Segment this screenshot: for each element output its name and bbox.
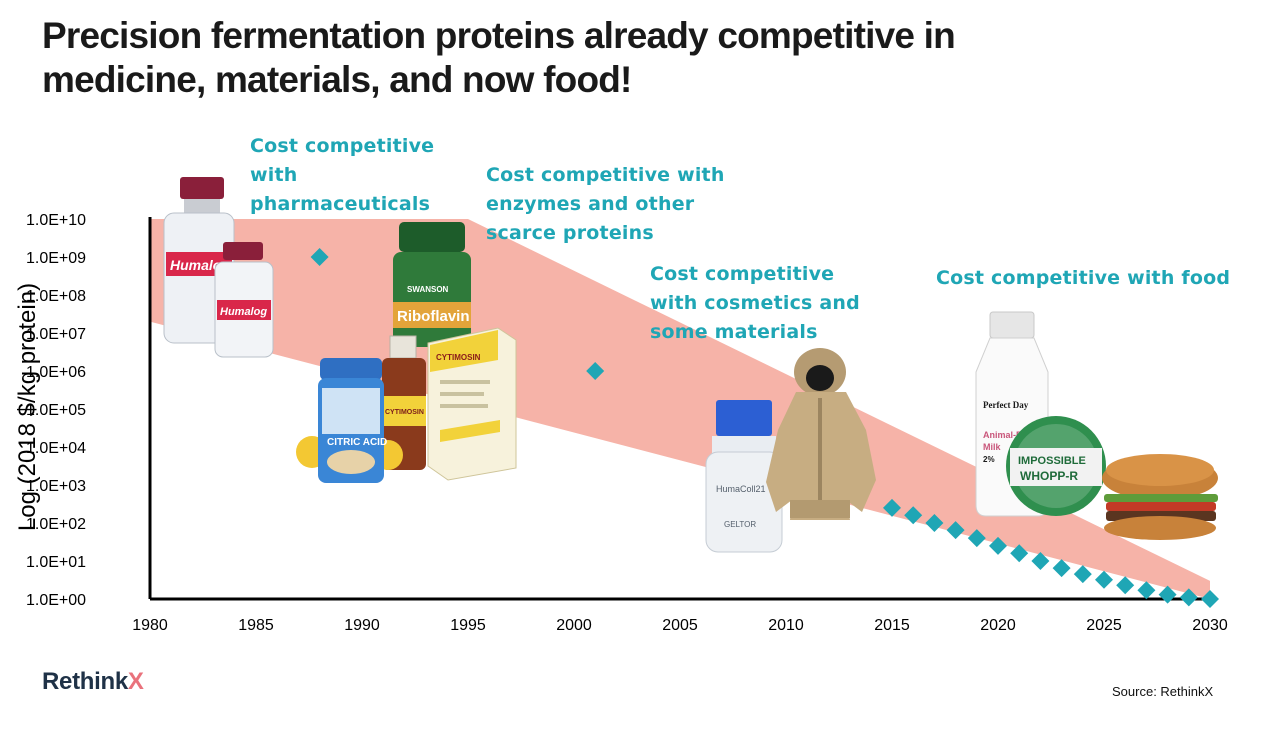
perfect-day-label: Perfect Day [983,400,1029,410]
impossible-whopper-image: IMPOSSIBLE WHOPP-R [1006,416,1218,540]
y-tick-label: 1.0E+04 [26,440,86,457]
annotation-pharma-line-1: Cost competitive [250,135,435,157]
data-point [1116,576,1135,595]
y-tick-label: 1.0E+05 [26,402,86,419]
x-tick-labels: 1980 1985 1990 1995 2000 2005 2010 2015 2020 2025… [132,617,1228,634]
y-tick-label: 1.0E+00 [26,592,86,609]
data-point [310,248,329,266]
data-point [904,506,923,525]
impossible-label: IMPOSSIBLE [1018,455,1086,467]
data-point [586,362,605,380]
logo-accent: X [127,668,144,695]
humacoll-bottle-image: HumaColl21 GELTOR [705,400,783,553]
geltor-label: GELTOR [724,520,756,529]
annotation-cosmetics: Cost competitive with cosmetics and some… [650,260,860,347]
data-point [925,514,944,532]
data-point [1137,581,1156,600]
data-point [946,521,965,540]
data-point [1073,565,1092,584]
cytimosin-box-image: CYTIMOSIN [427,327,517,481]
citric-acid-jar-image: CITRIC ACID [296,358,403,483]
y-tick-label: 1.0E+07 [26,326,86,343]
annotation-cosmetics-line-1: Cost competitive [650,263,835,285]
y-axis-label-text: Log (2018 $/kg protein) [14,282,41,532]
annotation-food-line-1: Cost competitive with food [936,267,1231,289]
page-title: Precision fermentation proteins already … [42,14,1222,102]
annotation-pharma-line-2: with [250,164,298,186]
milk-label-2: Milk [983,442,1001,452]
x-tick-label: 2030 [1192,617,1228,634]
data-point [1095,570,1113,589]
cytimosin-box-label: CYTIMOSIN [436,353,481,362]
x-tick-label: 2005 [662,617,698,634]
y-tick-label: 1.0E+03 [26,478,86,495]
x-tick-label: 1990 [344,617,380,634]
annotation-enzymes-line-3: scarce proteins [486,222,654,244]
data-point [1158,585,1177,604]
title-line-2: medicine, materials, and now food! [42,59,632,100]
data-point [883,498,901,517]
y-tick-label: 1.0E+06 [26,364,86,381]
riboflavin-label: Riboflavin [397,308,470,325]
riboflavin-bottle-image: SWANSON Riboflavin [393,222,471,347]
data-point [989,536,1007,555]
chart-axes [148,217,1210,601]
parka-image [766,348,876,520]
title-line-1: Precision fermentation proteins already … [42,15,956,56]
humalog-label-2: Humalog [220,306,267,318]
milk-pct-label: 2% [983,455,995,464]
x-tick-label: 2010 [768,617,804,634]
x-tick-label: 1980 [132,617,168,634]
swanson-label: SWANSON [407,285,449,294]
annotation-cosmetics-line-3: some materials [650,321,818,343]
logo-text: Rethink [42,668,128,695]
y-tick-label: 1.0E+02 [26,516,86,533]
annotation-pharmaceuticals: Cost competitive with pharmaceuticals [250,132,434,219]
y-tick-labels: 1.0E+00 1.0E+01 1.0E+02 1.0E+03 1.0E+04 1.0E+… [26,212,86,609]
humacoll-label: HumaColl21 [716,484,766,494]
data-markers [310,248,1219,608]
annotation-cosmetics-line-2: with cosmetics and [650,292,860,314]
annotation-food: Cost competitive with food [936,264,1230,293]
data-point [1010,544,1029,563]
x-tick-label: 1985 [238,617,274,634]
milk-label-1: Animal-F [983,430,1022,440]
y-tick-label: 1.0E+09 [26,250,86,267]
annotation-enzymes-line-1: Cost competitive with [486,164,725,186]
x-tick-label: 2020 [980,617,1016,634]
whopper-label: WHOPP-R [1020,469,1078,483]
humalog-vials-image: Humalog Humalog [163,177,274,358]
x-tick-label: 1995 [450,617,486,634]
y-tick-label: 1.0E+01 [26,554,86,571]
y-tick-label: 1.0E+10 [26,212,86,229]
citric-acid-label: CITRIC ACID [327,437,387,448]
data-point [967,529,986,548]
data-point [1052,559,1071,578]
data-point [1031,552,1050,570]
annotation-enzymes-line-2: enzymes and other [486,193,695,215]
source-note: Source: RethinkX [1112,684,1214,699]
data-point [1179,588,1198,607]
x-tick-label: 2000 [556,617,592,634]
y-tick-label: 1.0E+08 [26,288,86,305]
x-tick-label: 2015 [874,617,910,634]
annotation-pharma-line-3: pharmaceuticals [250,193,431,215]
rethinkx-logo: RethinkX [42,668,144,696]
data-point [1201,590,1219,608]
x-tick-label: 2025 [1086,617,1122,634]
annotation-enzymes: Cost competitive with enzymes and other … [486,161,725,248]
cytimosin-bottle-label: CYTIMOSIN [385,409,424,416]
